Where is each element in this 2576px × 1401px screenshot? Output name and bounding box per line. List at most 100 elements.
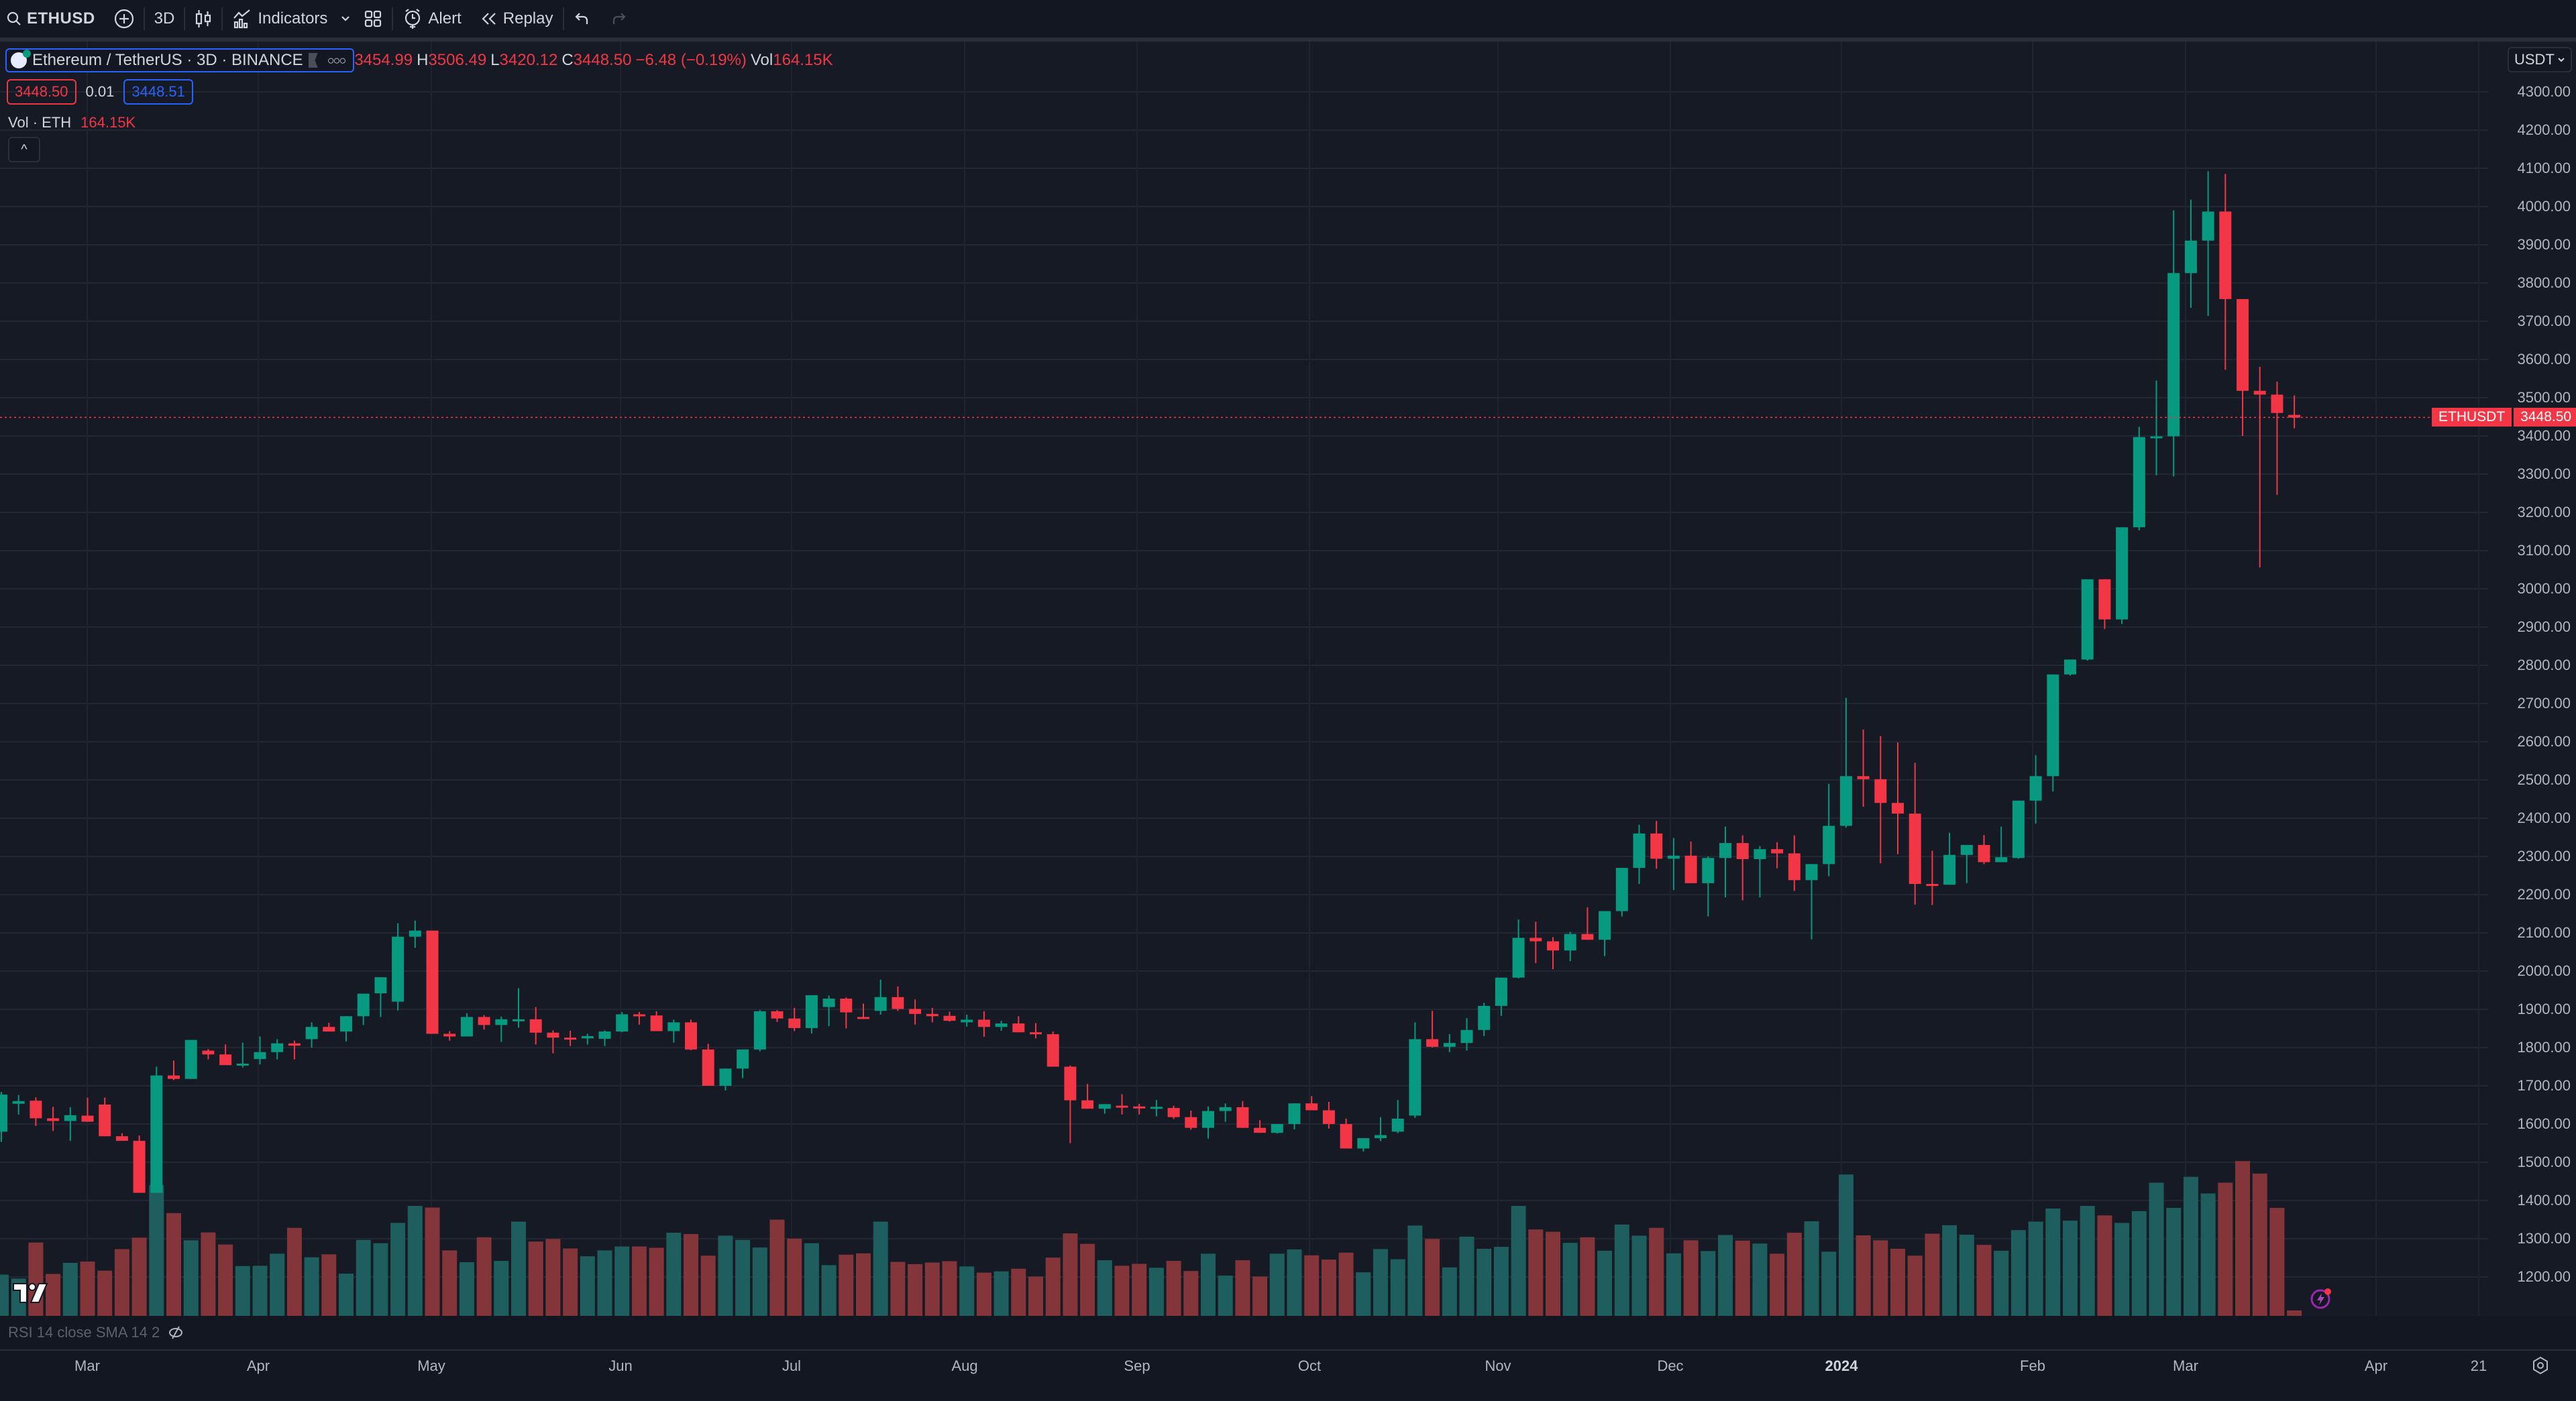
currency-selector[interactable]: USDT bbox=[2508, 47, 2572, 72]
candle[interactable] bbox=[1874, 779, 1887, 803]
candle[interactable] bbox=[184, 1040, 197, 1079]
replay-button[interactable]: Replay bbox=[471, 0, 563, 38]
candle[interactable] bbox=[254, 1052, 266, 1060]
candle[interactable] bbox=[977, 1019, 990, 1027]
candle[interactable] bbox=[892, 997, 904, 1009]
candle[interactable] bbox=[478, 1017, 490, 1025]
candle[interactable] bbox=[64, 1115, 76, 1121]
candle[interactable] bbox=[2116, 527, 2129, 620]
layouts-button[interactable] bbox=[354, 0, 392, 38]
candle[interactable] bbox=[1167, 1108, 1180, 1117]
candle[interactable] bbox=[2133, 437, 2145, 528]
candle[interactable] bbox=[409, 930, 421, 937]
candle[interactable] bbox=[219, 1054, 232, 1066]
candle[interactable] bbox=[995, 1023, 1008, 1027]
candle[interactable] bbox=[1478, 1005, 1491, 1030]
candle[interactable] bbox=[115, 1136, 128, 1141]
sell-price-button[interactable]: 3448.50 bbox=[7, 79, 76, 105]
candle[interactable] bbox=[2219, 211, 2232, 299]
candle[interactable] bbox=[1995, 857, 2008, 862]
candle[interactable] bbox=[1529, 938, 1542, 942]
candle[interactable] bbox=[1547, 941, 1559, 951]
buy-price-button[interactable]: 3448.51 bbox=[123, 79, 193, 105]
candle[interactable] bbox=[2202, 211, 2214, 241]
candle[interactable] bbox=[1805, 864, 1818, 881]
candle[interactable] bbox=[288, 1043, 301, 1046]
candlestick-chart[interactable] bbox=[0, 42, 2576, 1316]
compare-symbol-button[interactable] bbox=[105, 0, 144, 38]
candle[interactable] bbox=[460, 1017, 473, 1037]
candle[interactable] bbox=[374, 977, 387, 994]
rsi-pane[interactable]: RSI 14 close SMA 14 2 bbox=[0, 1316, 2576, 1349]
candle[interactable] bbox=[340, 1016, 352, 1032]
candle[interactable] bbox=[168, 1075, 180, 1079]
candle[interactable] bbox=[1133, 1106, 1146, 1109]
candle[interactable] bbox=[1322, 1110, 1335, 1124]
rsi-label[interactable]: RSI 14 close SMA 14 2 bbox=[8, 1324, 160, 1341]
candle[interactable] bbox=[81, 1115, 94, 1122]
candle[interactable] bbox=[2064, 659, 2076, 675]
candle[interactable] bbox=[547, 1032, 559, 1038]
candle[interactable] bbox=[1719, 843, 1731, 858]
indicators-button[interactable]: Indicators bbox=[223, 0, 337, 38]
candle[interactable] bbox=[598, 1031, 611, 1039]
candle[interactable] bbox=[12, 1101, 25, 1104]
candle[interactable] bbox=[1926, 884, 1939, 887]
flag-icon[interactable] bbox=[308, 53, 318, 68]
candle[interactable] bbox=[1564, 934, 1576, 951]
candle[interactable] bbox=[99, 1104, 111, 1137]
candle[interactable] bbox=[1357, 1138, 1370, 1149]
candle[interactable] bbox=[1391, 1119, 1404, 1132]
symbol-title-box[interactable]: Ethereum / TetherUS · 3D · BINANCE ○○○ bbox=[5, 48, 355, 72]
candle[interactable] bbox=[1098, 1104, 1111, 1109]
candle[interactable] bbox=[1736, 843, 1749, 859]
candle[interactable] bbox=[392, 936, 405, 1002]
candle[interactable] bbox=[1340, 1124, 1352, 1149]
candle[interactable] bbox=[719, 1068, 732, 1086]
candle[interactable] bbox=[2167, 273, 2180, 437]
candle[interactable] bbox=[822, 999, 835, 1007]
candle[interactable] bbox=[1943, 854, 1956, 885]
candle[interactable] bbox=[1012, 1023, 1025, 1033]
candle[interactable] bbox=[616, 1014, 629, 1032]
candle[interactable] bbox=[1116, 1105, 1128, 1108]
candle[interactable] bbox=[581, 1035, 594, 1039]
candle[interactable] bbox=[513, 1019, 525, 1021]
candle[interactable] bbox=[1426, 1039, 1439, 1047]
candle[interactable] bbox=[771, 1011, 784, 1019]
candle[interactable] bbox=[1495, 977, 1507, 1006]
candle[interactable] bbox=[667, 1022, 680, 1031]
candle[interactable] bbox=[909, 1009, 922, 1014]
candle[interactable] bbox=[495, 1019, 508, 1025]
candle[interactable] bbox=[305, 1027, 318, 1040]
candle[interactable] bbox=[1633, 833, 1646, 868]
candle[interactable] bbox=[840, 999, 853, 1013]
candle[interactable] bbox=[271, 1043, 284, 1052]
candle[interactable] bbox=[1823, 826, 1835, 864]
candle[interactable] bbox=[236, 1063, 249, 1066]
candle[interactable] bbox=[1702, 858, 1715, 883]
candle[interactable] bbox=[788, 1018, 801, 1028]
candle[interactable] bbox=[30, 1101, 42, 1119]
more-options-icon[interactable]: ○○○ bbox=[327, 53, 347, 67]
candle[interactable] bbox=[202, 1050, 215, 1055]
candle[interactable] bbox=[2012, 800, 2025, 858]
candle[interactable] bbox=[1581, 934, 1594, 940]
candle[interactable] bbox=[1254, 1127, 1267, 1133]
candle[interactable] bbox=[943, 1015, 956, 1021]
candle[interactable] bbox=[685, 1022, 697, 1050]
candle[interactable] bbox=[1788, 853, 1801, 881]
symbol-search-button[interactable]: ETHUSD bbox=[0, 0, 105, 38]
candle[interactable] bbox=[2150, 436, 2163, 439]
lightning-alert-icon[interactable] bbox=[2309, 1286, 2333, 1310]
candle[interactable] bbox=[2047, 674, 2059, 777]
candle[interactable] bbox=[1443, 1043, 1456, 1047]
candle[interactable] bbox=[564, 1038, 577, 1040]
candle[interactable] bbox=[2081, 579, 2094, 660]
candle[interactable] bbox=[1305, 1103, 1318, 1111]
candle[interactable] bbox=[1857, 776, 1870, 779]
candle[interactable] bbox=[1081, 1100, 1094, 1109]
candle[interactable] bbox=[805, 995, 818, 1028]
candle[interactable] bbox=[357, 993, 370, 1017]
candle[interactable] bbox=[926, 1013, 938, 1017]
